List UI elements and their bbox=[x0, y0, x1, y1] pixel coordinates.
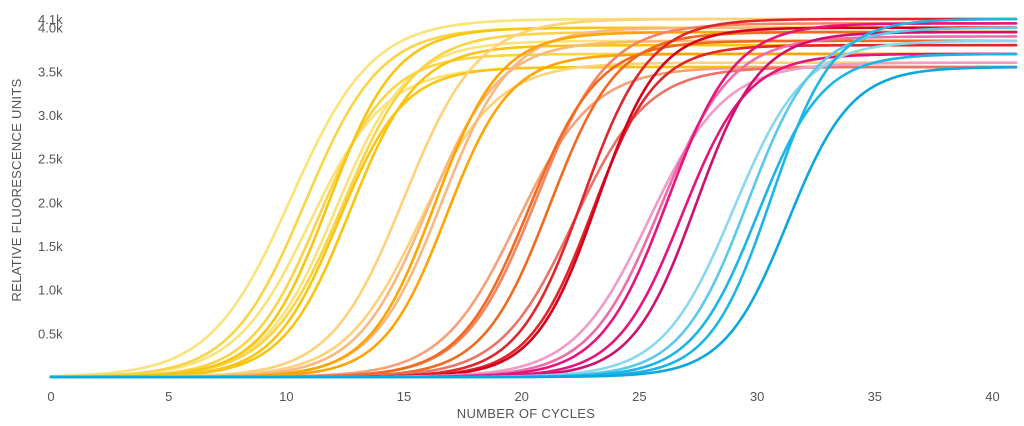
x-tick-label: 20 bbox=[514, 389, 528, 404]
amplification-curve-30 bbox=[49, 26, 1018, 379]
x-tick-label: 0 bbox=[47, 389, 54, 404]
y-tick-label: 4.1k bbox=[38, 12, 63, 27]
y-axis-ticks: 0.5k 1.0k 1.5k 2.0k 2.5k 3.0k 3.5k 4.0k4.1k bbox=[38, 12, 63, 341]
y-tick-label: 3.5k bbox=[38, 64, 63, 79]
y-tick-label: 0.5k bbox=[38, 326, 63, 341]
curves-layer bbox=[49, 17, 1018, 379]
x-tick-label: 30 bbox=[750, 389, 764, 404]
y-axis-label: RELATIVE FLUORESCENCE UNITS bbox=[9, 78, 24, 301]
y-tick-label: 2.5k bbox=[38, 152, 63, 167]
amplification-curve-23 bbox=[49, 26, 1018, 379]
amplification-curve-15 bbox=[49, 52, 1018, 379]
x-tick-label: 5 bbox=[165, 389, 172, 404]
amplification-curve-33 bbox=[49, 65, 1018, 379]
amplification-curve-4 bbox=[49, 26, 1018, 378]
amplification-curve-9 bbox=[49, 43, 1018, 379]
amplification-curve-27 bbox=[49, 52, 1018, 379]
amplification-curve-31 bbox=[49, 52, 1018, 379]
x-tick-label: 40 bbox=[985, 389, 999, 404]
x-tick-label: 25 bbox=[632, 389, 646, 404]
x-tick-label: 15 bbox=[397, 389, 411, 404]
y-tick-label: 4.0k bbox=[38, 21, 63, 36]
x-axis-ticks: 0 5 10 15 20 25 30 35 40 bbox=[47, 389, 999, 404]
amplification-curve-13 bbox=[49, 26, 1018, 379]
y-tick-label: 3.0k bbox=[38, 108, 63, 123]
y-tick-label: 1.0k bbox=[38, 283, 63, 298]
x-axis-label: NUMBER OF CYCLES bbox=[457, 406, 595, 421]
amplification-curve-22 bbox=[49, 43, 1018, 379]
y-tick-label: 2.0k bbox=[38, 195, 63, 210]
y-tick-label: 1.5k bbox=[38, 239, 63, 254]
amplification-curve-5 bbox=[49, 52, 1018, 379]
x-tick-label: 10 bbox=[279, 389, 293, 404]
x-tick-label: 35 bbox=[868, 389, 882, 404]
amplification-curve-7 bbox=[49, 26, 1018, 379]
